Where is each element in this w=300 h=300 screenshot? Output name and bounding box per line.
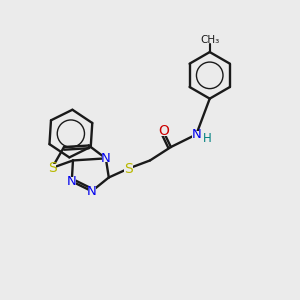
- FancyBboxPatch shape: [192, 130, 200, 138]
- Text: N: N: [87, 185, 97, 198]
- FancyBboxPatch shape: [68, 177, 76, 185]
- Text: N: N: [67, 175, 76, 188]
- FancyBboxPatch shape: [48, 164, 56, 172]
- Text: H: H: [203, 132, 212, 145]
- FancyBboxPatch shape: [159, 128, 167, 136]
- Text: O: O: [158, 124, 169, 139]
- Text: S: S: [124, 161, 133, 176]
- FancyBboxPatch shape: [102, 154, 110, 162]
- FancyBboxPatch shape: [88, 187, 96, 195]
- Text: S: S: [48, 161, 56, 175]
- FancyBboxPatch shape: [124, 164, 133, 173]
- Text: N: N: [191, 128, 201, 141]
- Text: CH₃: CH₃: [200, 34, 219, 44]
- FancyBboxPatch shape: [202, 36, 217, 43]
- Text: N: N: [101, 152, 111, 165]
